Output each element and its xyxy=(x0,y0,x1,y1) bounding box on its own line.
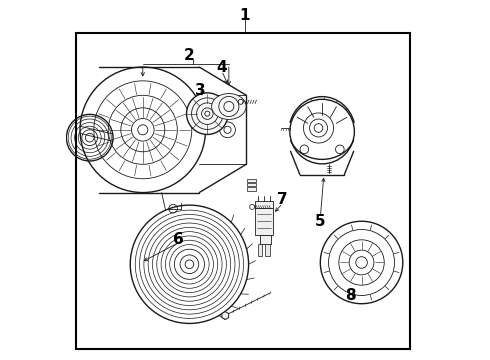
Bar xyxy=(247,183,256,186)
Bar xyxy=(258,244,262,256)
Bar xyxy=(266,244,270,256)
Text: 5: 5 xyxy=(315,214,326,229)
Text: 8: 8 xyxy=(345,288,356,303)
Bar xyxy=(255,201,272,208)
Text: 2: 2 xyxy=(184,48,195,63)
Text: 1: 1 xyxy=(240,8,250,23)
Text: 3: 3 xyxy=(195,83,205,98)
Bar xyxy=(76,33,410,348)
Text: 7: 7 xyxy=(277,192,288,207)
Bar xyxy=(247,179,256,182)
Text: 6: 6 xyxy=(173,232,184,247)
Text: 4: 4 xyxy=(217,59,227,75)
Circle shape xyxy=(187,93,228,134)
Bar xyxy=(247,187,256,191)
Bar xyxy=(255,208,272,235)
Polygon shape xyxy=(212,94,246,120)
Bar xyxy=(260,235,271,244)
